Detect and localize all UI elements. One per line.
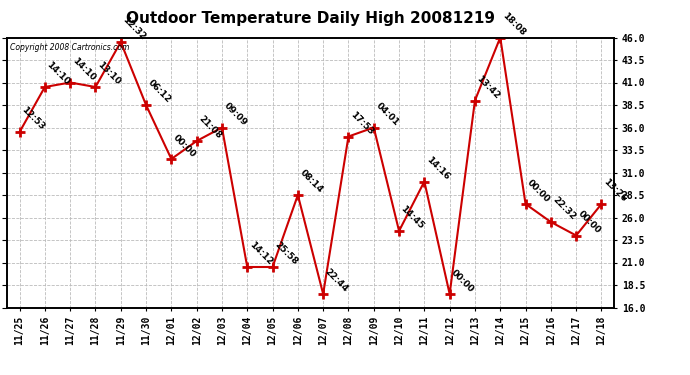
Text: 14:16: 14:16 (424, 155, 451, 182)
Text: 18:08: 18:08 (500, 11, 526, 38)
Text: 13:10: 13:10 (95, 60, 122, 87)
Text: 14:10: 14:10 (70, 56, 97, 82)
Text: 00:00: 00:00 (171, 133, 197, 159)
Text: 00:00: 00:00 (450, 268, 476, 294)
Text: 14:10: 14:10 (45, 60, 72, 87)
Text: 06:12: 06:12 (146, 78, 172, 105)
Text: 00:00: 00:00 (526, 178, 552, 204)
Text: 12:53: 12:53 (19, 105, 46, 132)
Text: 04:01: 04:01 (374, 101, 400, 128)
Text: Copyright 2008 Cartronics.com: Copyright 2008 Cartronics.com (10, 43, 129, 52)
Text: 00:00: 00:00 (576, 209, 602, 236)
Text: 09:09: 09:09 (222, 101, 248, 128)
Text: 17:53: 17:53 (348, 110, 375, 136)
Text: 22:44: 22:44 (323, 267, 350, 294)
Text: 13:42: 13:42 (475, 74, 502, 100)
Text: 08:14: 08:14 (298, 168, 324, 195)
Text: 13:26: 13:26 (602, 177, 628, 204)
Text: 21:08: 21:08 (197, 114, 223, 141)
Text: 25:58: 25:58 (273, 240, 299, 267)
Text: Outdoor Temperature Daily High 20081219: Outdoor Temperature Daily High 20081219 (126, 11, 495, 26)
Text: 22:32: 22:32 (551, 195, 578, 222)
Text: 14:12: 14:12 (247, 240, 274, 267)
Text: 14:45: 14:45 (399, 204, 426, 231)
Text: 12:32: 12:32 (121, 15, 148, 42)
